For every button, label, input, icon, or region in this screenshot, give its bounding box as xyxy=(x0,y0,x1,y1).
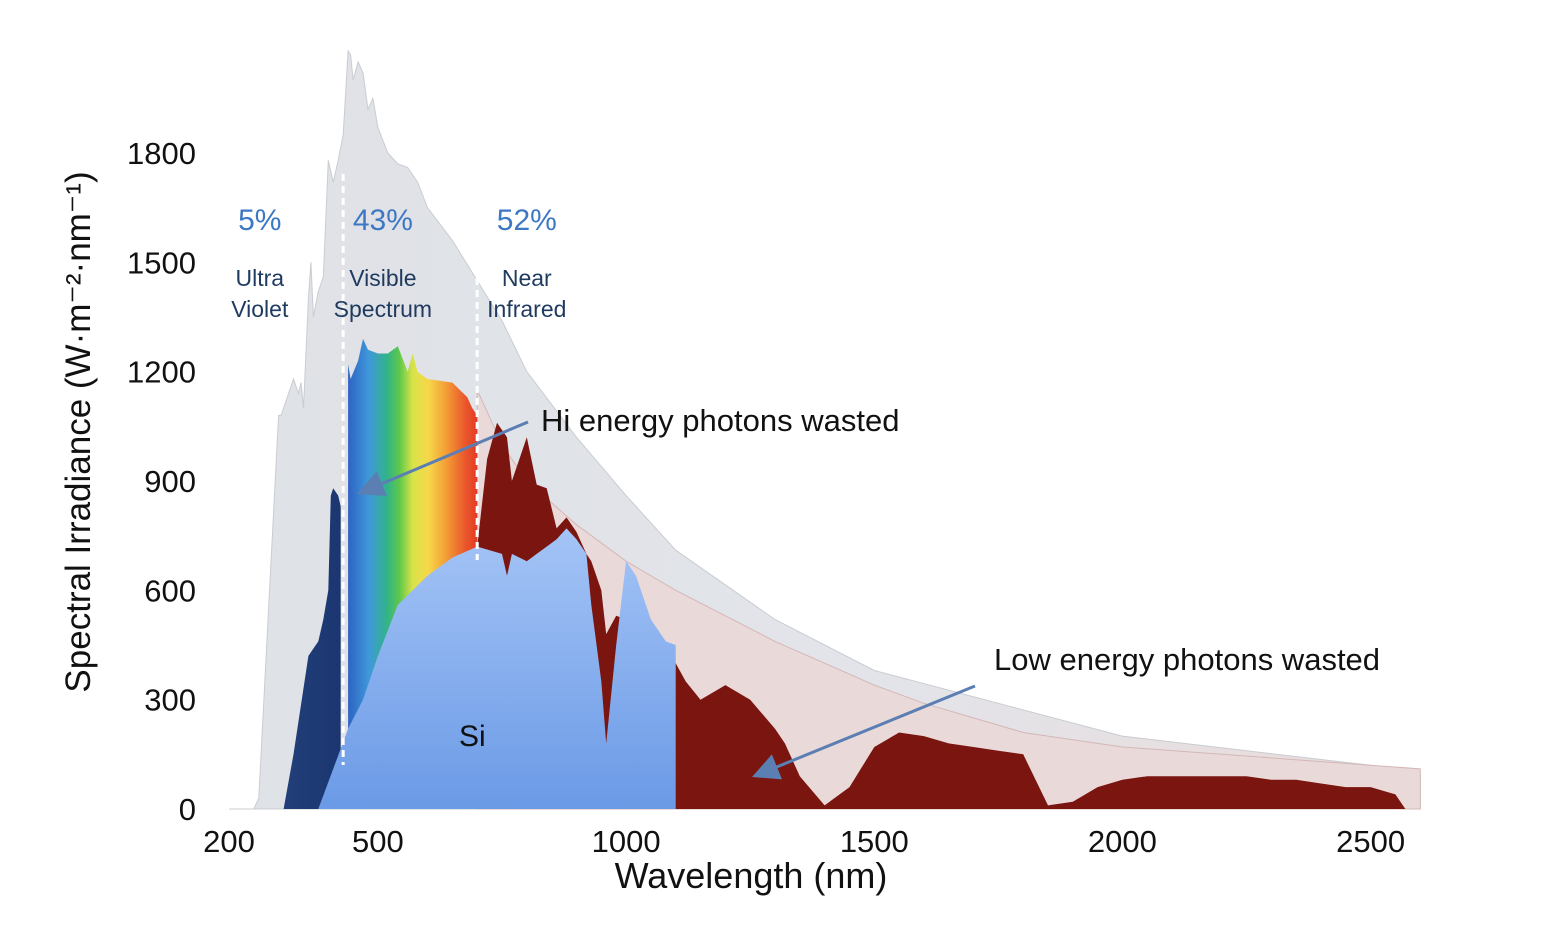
uv-percent-label: 5% xyxy=(238,204,281,237)
visible-label-line1: Visible xyxy=(349,265,416,291)
visible-percent-label: 43% xyxy=(353,204,413,237)
nir-label-line1: Near xyxy=(502,265,552,291)
y-tick-label: 300 xyxy=(144,683,196,718)
y-axis-title: Spectral Irradiance (W·m⁻²·nm⁻¹) xyxy=(59,171,98,692)
si-label: Si xyxy=(459,720,486,753)
low-energy-arrow xyxy=(752,684,976,780)
x-tick-label: 2500 xyxy=(1336,824,1405,859)
si-absorbed-area xyxy=(293,528,676,809)
x-axis-ticks: 200 500 1000 1500 2000 2500 xyxy=(203,824,1405,859)
nir-label-line2: Infrared xyxy=(487,296,566,322)
hi-energy-arrow xyxy=(357,420,529,497)
x-tick-label: 500 xyxy=(352,824,404,859)
x-axis-title: Wavelength (nm) xyxy=(615,855,888,896)
y-tick-label: 1200 xyxy=(127,355,196,390)
ground-spectrum-area xyxy=(477,422,1406,809)
visible-label-line2: Spectrum xyxy=(334,296,432,322)
y-tick-label: 900 xyxy=(144,464,196,499)
y-axis-ticks: 0 300 600 900 1200 1500 1800 xyxy=(127,136,196,827)
hi-energy-label: Hi energy photons wasted xyxy=(541,403,899,438)
x-tick-label: 200 xyxy=(203,824,255,859)
y-tick-label: 1800 xyxy=(127,136,196,171)
region-labels: 5% Ultra Violet 43% Visible Spectrum 52%… xyxy=(231,204,566,322)
uv-label-line2: Violet xyxy=(231,296,289,322)
y-tick-label: 1500 xyxy=(127,245,196,280)
x-tick-label: 2000 xyxy=(1088,824,1157,859)
nir-percent-label: 52% xyxy=(497,204,557,237)
y-tick-label: 600 xyxy=(144,573,196,608)
y-tick-label: 0 xyxy=(179,792,196,827)
annotations: Hi energy photons wasted Low energy phot… xyxy=(357,403,1380,780)
ultraviolet-area xyxy=(283,488,341,809)
uv-label-line1: Ultra xyxy=(236,265,285,291)
x-tick-label: 1000 xyxy=(592,824,661,859)
low-energy-label: Low energy photons wasted xyxy=(994,642,1380,677)
x-tick-label: 1500 xyxy=(840,824,909,859)
